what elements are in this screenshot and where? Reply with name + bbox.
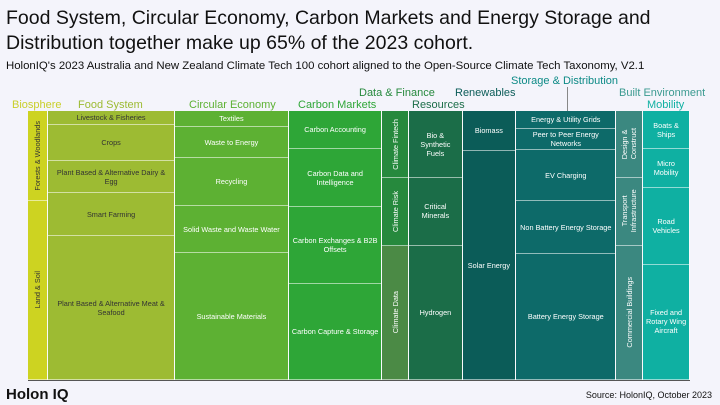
treemap-cell-ev-charging[interactable]: EV Charging [516, 150, 616, 201]
treemap-cell-battery-energy-storage[interactable]: Battery Energy Storage [516, 254, 616, 380]
treemap-column-mobility: Boats & Ships Micro Mobility Road Vehicles… [643, 111, 690, 380]
treemap-cell-label: Solar Energy [467, 260, 510, 270]
category-label-circular-economy: Circular Economy [189, 99, 276, 111]
treemap-cell-waste-to-energy[interactable]: Waste to Energy [175, 126, 288, 159]
chart-baseline [28, 380, 690, 381]
treemap-column-renewables: Biomass Solar Energy [462, 111, 517, 380]
treemap-cell-label: Forests & Woodlands [33, 120, 43, 191]
treemap-cell-sustainable-materials[interactable]: Sustainable Materials [175, 253, 288, 380]
treemap-cell-label: Livestock & Fisheries [76, 113, 146, 123]
treemap-cell-solid-waste-and-waste-water[interactable]: Solid Waste and Waste Water [175, 205, 288, 254]
treemap-cell-label: Climate Data [390, 291, 400, 334]
treemap-cell-label: Energy & Utility Grids [531, 114, 601, 124]
treemap-chart: Forests & Woodlands Land & Soil Livestock … [28, 111, 690, 380]
treemap-cell-label: Hydrogen [419, 307, 452, 317]
treemap-cell-transport-infrastructure[interactable]: Transport Infrastructure [616, 178, 643, 246]
treemap-column-circular-economy: Textiles Waste to Energy Recycling Solid Wa… [175, 111, 289, 380]
treemap-cell-label: Sustainable Materials [196, 311, 267, 321]
chart-title: Food System, Circular Economy, Carbon Ma… [6, 7, 651, 54]
treemap-cell-hydrogen[interactable]: Hydrogen [409, 245, 462, 380]
treemap-cell-label: Commercial Buildings [624, 276, 634, 348]
treemap-cell-forests-woodlands[interactable]: Forests & Woodlands [28, 111, 48, 201]
treemap-cell-label: Land & Soil [33, 271, 43, 309]
holoniq-logo: Holon IQ [6, 386, 69, 403]
treemap-cell-fixed-and-rotary-wing-aircraft[interactable]: Fixed and Rotary Wing Aircraft [643, 264, 689, 380]
treemap-cell-land-soil[interactable]: Land & Soil [28, 200, 48, 380]
treemap-cell-carbon-capture-storage[interactable]: Carbon Capture & Storage [288, 283, 382, 380]
storage-leader-line [567, 87, 568, 111]
treemap-cell-commercial-buildings[interactable]: Commercial Buildings [616, 245, 643, 380]
treemap-cell-energy-utility-grids[interactable]: Energy & Utility Grids [516, 111, 616, 129]
category-label-biosphere: Biosphere [12, 99, 62, 111]
treemap-cell-label: Smart Farming [86, 209, 136, 219]
category-label-resources: Resources [412, 99, 465, 111]
treemap-cell-carbon-data-and-intelligence[interactable]: Carbon Data and Intelligence [288, 149, 382, 208]
treemap-cell-label: Design & Construct [620, 128, 639, 160]
treemap-cell-label: Waste to Energy [204, 137, 259, 147]
treemap-cell-biomass[interactable]: Biomass [462, 111, 516, 152]
treemap-cell-label: EV Charging [545, 170, 587, 180]
treemap-column-storage-distribution: Energy & Utility Grids Peer to Peer Energ… [516, 111, 617, 380]
treemap-cell-plant-based-alternative-dairy-egg[interactable]: Plant Based & Alternative Dairy & Egg [48, 161, 175, 193]
treemap-cell-label: Biomass [474, 126, 503, 136]
treemap-cell-non-battery-energy-storage[interactable]: Non Battery Energy Storage [516, 200, 616, 255]
treemap-cell-label: Recycling [215, 177, 248, 187]
treemap-cell-label: Carbon Exchanges & B2B Offsets [292, 235, 378, 254]
treemap-cell-solar-energy[interactable]: Solar Energy [462, 151, 516, 380]
treemap-cell-label: Carbon Accounting [304, 125, 366, 135]
treemap-cell-micro-mobility[interactable]: Micro Mobility [643, 149, 689, 188]
treemap-column-food-system: Livestock & Fisheries Crops Plant Based & … [48, 111, 176, 380]
treemap-cell-label: Solid Waste and Waste Water [183, 224, 280, 234]
treemap-column-biosphere: Forests & Woodlands Land & Soil [28, 111, 49, 380]
treemap-cell-label: Fixed and Rotary Wing Aircraft [646, 308, 687, 336]
chart-subtitle: HolonIQ's 2023 Australia and New Zealand… [6, 60, 645, 72]
treemap-cell-label: Carbon Data and Intelligence [307, 168, 363, 187]
treemap-column-data-finance: Climate Fintech Climate Risk Climate Data [382, 111, 410, 380]
treemap-cell-plant-based-alternative-meat-seafood[interactable]: Plant Based & Alternative Meat & Seafood [48, 236, 175, 380]
treemap-cell-label: Bio & Synthetic Fuels [420, 130, 451, 158]
category-label-storage-distribution: Storage & Distribution [511, 75, 618, 87]
treemap-cell-climate-fintech[interactable]: Climate Fintech [382, 111, 409, 179]
treemap-cell-label: Boats & Ships [653, 120, 679, 139]
treemap-cell-road-vehicles[interactable]: Road Vehicles [643, 187, 689, 265]
treemap-cell-recycling[interactable]: Recycling [175, 158, 288, 206]
treemap-column-built-environment: Design & Construct Transport Infrastructu… [616, 111, 644, 380]
treemap-cell-boats-ships[interactable]: Boats & Ships [643, 111, 689, 150]
treemap-cell-label: Transport Infrastructure [620, 189, 639, 233]
treemap-cell-peer-to-peer-energy-networks[interactable]: Peer to Peer Energy Networks [516, 128, 616, 151]
treemap-cell-smart-farming[interactable]: Smart Farming [48, 192, 175, 237]
category-label-data-finance: Data & Finance [359, 87, 435, 99]
treemap-column-carbon-markets: Carbon Accounting Carbon Data and Intelli… [288, 111, 383, 380]
treemap-cell-design-construct[interactable]: Design & Construct [616, 111, 643, 179]
treemap-cell-climate-data[interactable]: Climate Data [382, 245, 409, 380]
treemap-cell-label: Carbon Capture & Storage [291, 326, 379, 336]
category-label-built-environment: Built Environment [619, 87, 706, 99]
treemap-cell-label: Plant Based & Alternative Meat & Seafood [57, 298, 165, 317]
treemap-cell-label: Battery Energy Storage [527, 312, 604, 322]
category-label-mobility: Mobility [647, 99, 685, 111]
treemap-cell-label: Plant Based & Alternative Dairy & Egg [56, 167, 166, 186]
treemap-cell-label: Micro Mobility [653, 159, 679, 178]
category-label-renewables: Renewables [455, 87, 516, 99]
category-label-carbon-markets: Carbon Markets [298, 99, 377, 111]
treemap-cell-label: Crops [101, 138, 121, 148]
treemap-cell-bio-synthetic-fuels[interactable]: Bio & Synthetic Fuels [409, 111, 462, 179]
treemap-cell-label: Road Vehicles [652, 216, 680, 235]
treemap-cell-livestock-fisheries[interactable]: Livestock & Fisheries [48, 111, 175, 126]
treemap-cell-label: Textiles [219, 113, 244, 123]
category-label-food-system: Food System [78, 99, 143, 111]
treemap-cell-carbon-exchanges-b2b-offsets[interactable]: Carbon Exchanges & B2B Offsets [288, 207, 382, 284]
treemap-cell-label: Peer to Peer Energy Networks [532, 130, 599, 149]
treemap-cell-label: Critical Minerals [421, 202, 450, 221]
treemap-cell-crops[interactable]: Crops [48, 125, 175, 162]
treemap-cell-label: Climate Fintech [390, 118, 400, 170]
treemap-cell-climate-risk[interactable]: Climate Risk [382, 178, 409, 246]
treemap-cell-label: Climate Risk [390, 190, 400, 232]
treemap-cell-textiles[interactable]: Textiles [175, 111, 288, 127]
treemap-cell-label: Non Battery Energy Storage [520, 222, 612, 232]
source-note: Source: HolonIQ, October 2023 [585, 390, 712, 400]
treemap-cell-critical-minerals[interactable]: Critical Minerals [409, 178, 462, 246]
treemap-cell-carbon-accounting[interactable]: Carbon Accounting [288, 111, 382, 150]
treemap-column-resources: Bio & Synthetic Fuels Critical Minerals Hy… [409, 111, 463, 380]
